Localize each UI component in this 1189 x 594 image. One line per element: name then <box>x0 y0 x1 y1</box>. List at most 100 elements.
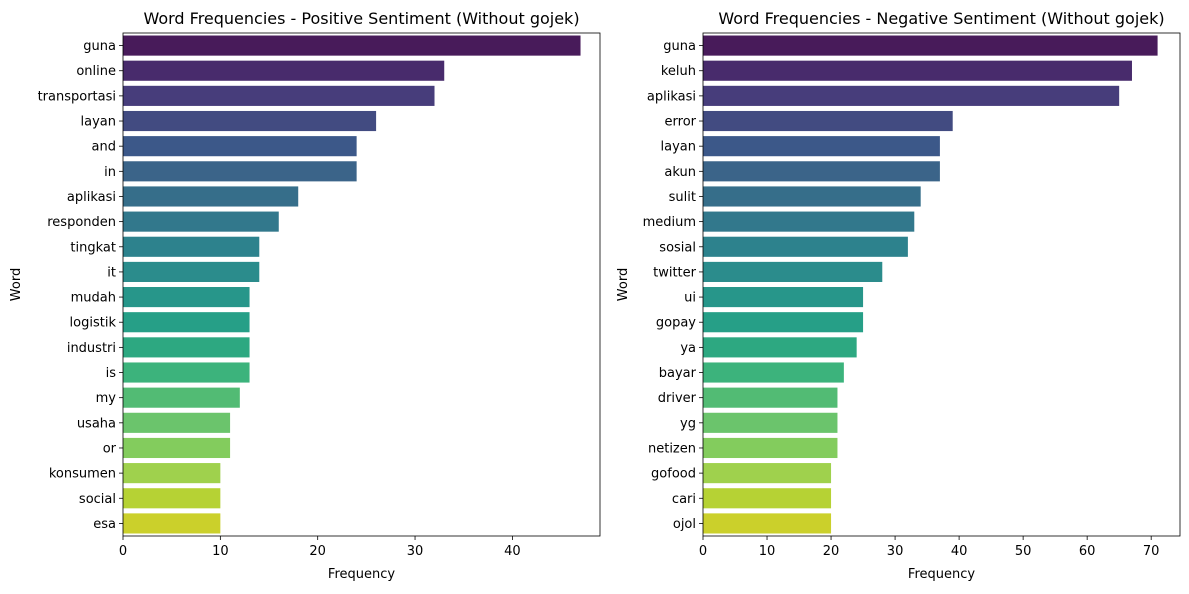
y-tick-label: netizen <box>648 441 696 456</box>
bar-gofood <box>703 463 832 484</box>
bar-akun <box>703 161 940 182</box>
bar-konsumen <box>123 463 221 484</box>
bar-aplikasi <box>123 186 299 207</box>
bar-sulit <box>703 186 921 207</box>
y-tick-label: responden <box>47 215 116 230</box>
y-tick-label: my <box>96 391 117 406</box>
chart-title: Word Frequencies - Negative Sentiment (W… <box>718 9 1164 28</box>
bar-cari <box>703 488 832 509</box>
y-tick-label: in <box>104 165 116 180</box>
y-tick-label: yg <box>680 416 696 431</box>
x-tick-label: 20 <box>823 544 840 559</box>
bar-ui <box>703 287 864 308</box>
bar-social <box>123 488 221 509</box>
bar-driver <box>703 387 838 408</box>
bar-bayar <box>703 362 844 383</box>
x-tick-label: 40 <box>504 544 521 559</box>
bar-tingkat <box>123 236 260 257</box>
y-tick-label: keluh <box>661 64 696 79</box>
y-tick-label: gofood <box>651 467 696 482</box>
bar-industri <box>123 337 250 358</box>
bar-yg <box>703 412 838 433</box>
y-tick-label: driver <box>658 391 697 406</box>
y-tick-label: konsumen <box>49 467 116 482</box>
bar-is <box>123 362 250 383</box>
y-tick-label: error <box>665 115 697 130</box>
bar-esa <box>123 513 221 534</box>
y-tick-label: industri <box>67 341 116 356</box>
x-tick-label: 20 <box>309 544 326 559</box>
y-tick-label: twitter <box>653 265 697 280</box>
y-tick-label: transportasi <box>38 89 116 104</box>
y-tick-label: medium <box>643 215 696 230</box>
x-tick-label: 70 <box>1143 544 1160 559</box>
bar-or <box>123 437 231 459</box>
bar-gopay <box>703 312 864 333</box>
x-tick-label: 60 <box>1079 544 1096 559</box>
y-tick-label: layan <box>661 140 696 155</box>
y-tick-label: ojol <box>673 517 696 532</box>
y-tick-label: sulit <box>669 190 696 205</box>
y-tick-label: ui <box>684 291 696 306</box>
x-tick-label: 0 <box>699 544 707 559</box>
y-axis-label: Word <box>616 268 631 301</box>
bar-mudah <box>123 287 250 308</box>
y-tick-label: akun <box>664 165 696 180</box>
y-tick-label: sosial <box>659 240 696 255</box>
x-axis-label: Frequency <box>908 567 975 582</box>
x-tick-label: 10 <box>212 544 229 559</box>
bar-my <box>123 387 240 408</box>
y-tick-label: esa <box>93 517 116 532</box>
plot-frame <box>702 32 1181 537</box>
y-tick-label: mudah <box>71 291 116 306</box>
bar-netizen <box>703 437 838 459</box>
y-tick-label: is <box>106 366 117 381</box>
x-tick-label: 50 <box>1015 544 1032 559</box>
y-tick-label: guna <box>83 39 116 54</box>
bar-sosial <box>703 236 908 257</box>
bar-medium <box>703 211 915 232</box>
x-tick-label: 30 <box>887 544 904 559</box>
bar-layan <box>703 136 940 157</box>
bar-keluh <box>703 60 1132 81</box>
bar-usaha <box>123 412 231 433</box>
y-axis-label: Word <box>9 268 24 301</box>
bar-twitter <box>703 261 883 282</box>
bar-guna <box>123 35 581 56</box>
y-tick-label: layan <box>81 115 116 130</box>
y-tick-label: ya <box>680 341 696 356</box>
y-tick-label: cari <box>672 492 696 507</box>
bar-layan <box>123 110 377 132</box>
chart-negative: guna keluh aplikasi error layan akun sulit medi… <box>616 9 1181 582</box>
y-tick-label: aplikasi <box>67 190 116 205</box>
chart-title: Word Frequencies - Positive Sentiment (W… <box>143 9 579 28</box>
y-tick-label: guna <box>663 39 696 54</box>
bar-ya <box>703 337 857 358</box>
y-tick-label: aplikasi <box>647 89 696 104</box>
bar-and <box>123 136 357 157</box>
bar-online <box>123 60 445 81</box>
bar-ojol <box>703 513 832 534</box>
y-tick-label: online <box>76 64 116 79</box>
y-tick-label: social <box>79 492 116 507</box>
x-tick-label: 30 <box>407 544 424 559</box>
bar-transportasi <box>123 85 435 106</box>
y-tick-label: logistik <box>70 316 117 331</box>
x-tick-label: 40 <box>951 544 968 559</box>
bar-guna <box>703 35 1158 56</box>
y-tick-label: gopay <box>656 316 696 331</box>
plot-frame <box>122 32 601 537</box>
y-tick-label: usaha <box>77 416 116 431</box>
bar-it <box>123 261 260 282</box>
y-tick-label: or <box>103 441 117 456</box>
bar-error <box>703 110 953 132</box>
bar-in <box>123 161 357 182</box>
y-tick-label: bayar <box>659 366 697 381</box>
bar-responden <box>123 211 279 232</box>
chart-positive: guna online transportasi layan and in aplikasi… <box>9 9 601 582</box>
y-tick-label: and <box>92 140 116 155</box>
x-tick-label: 10 <box>759 544 776 559</box>
x-axis-label: Frequency <box>328 567 395 582</box>
